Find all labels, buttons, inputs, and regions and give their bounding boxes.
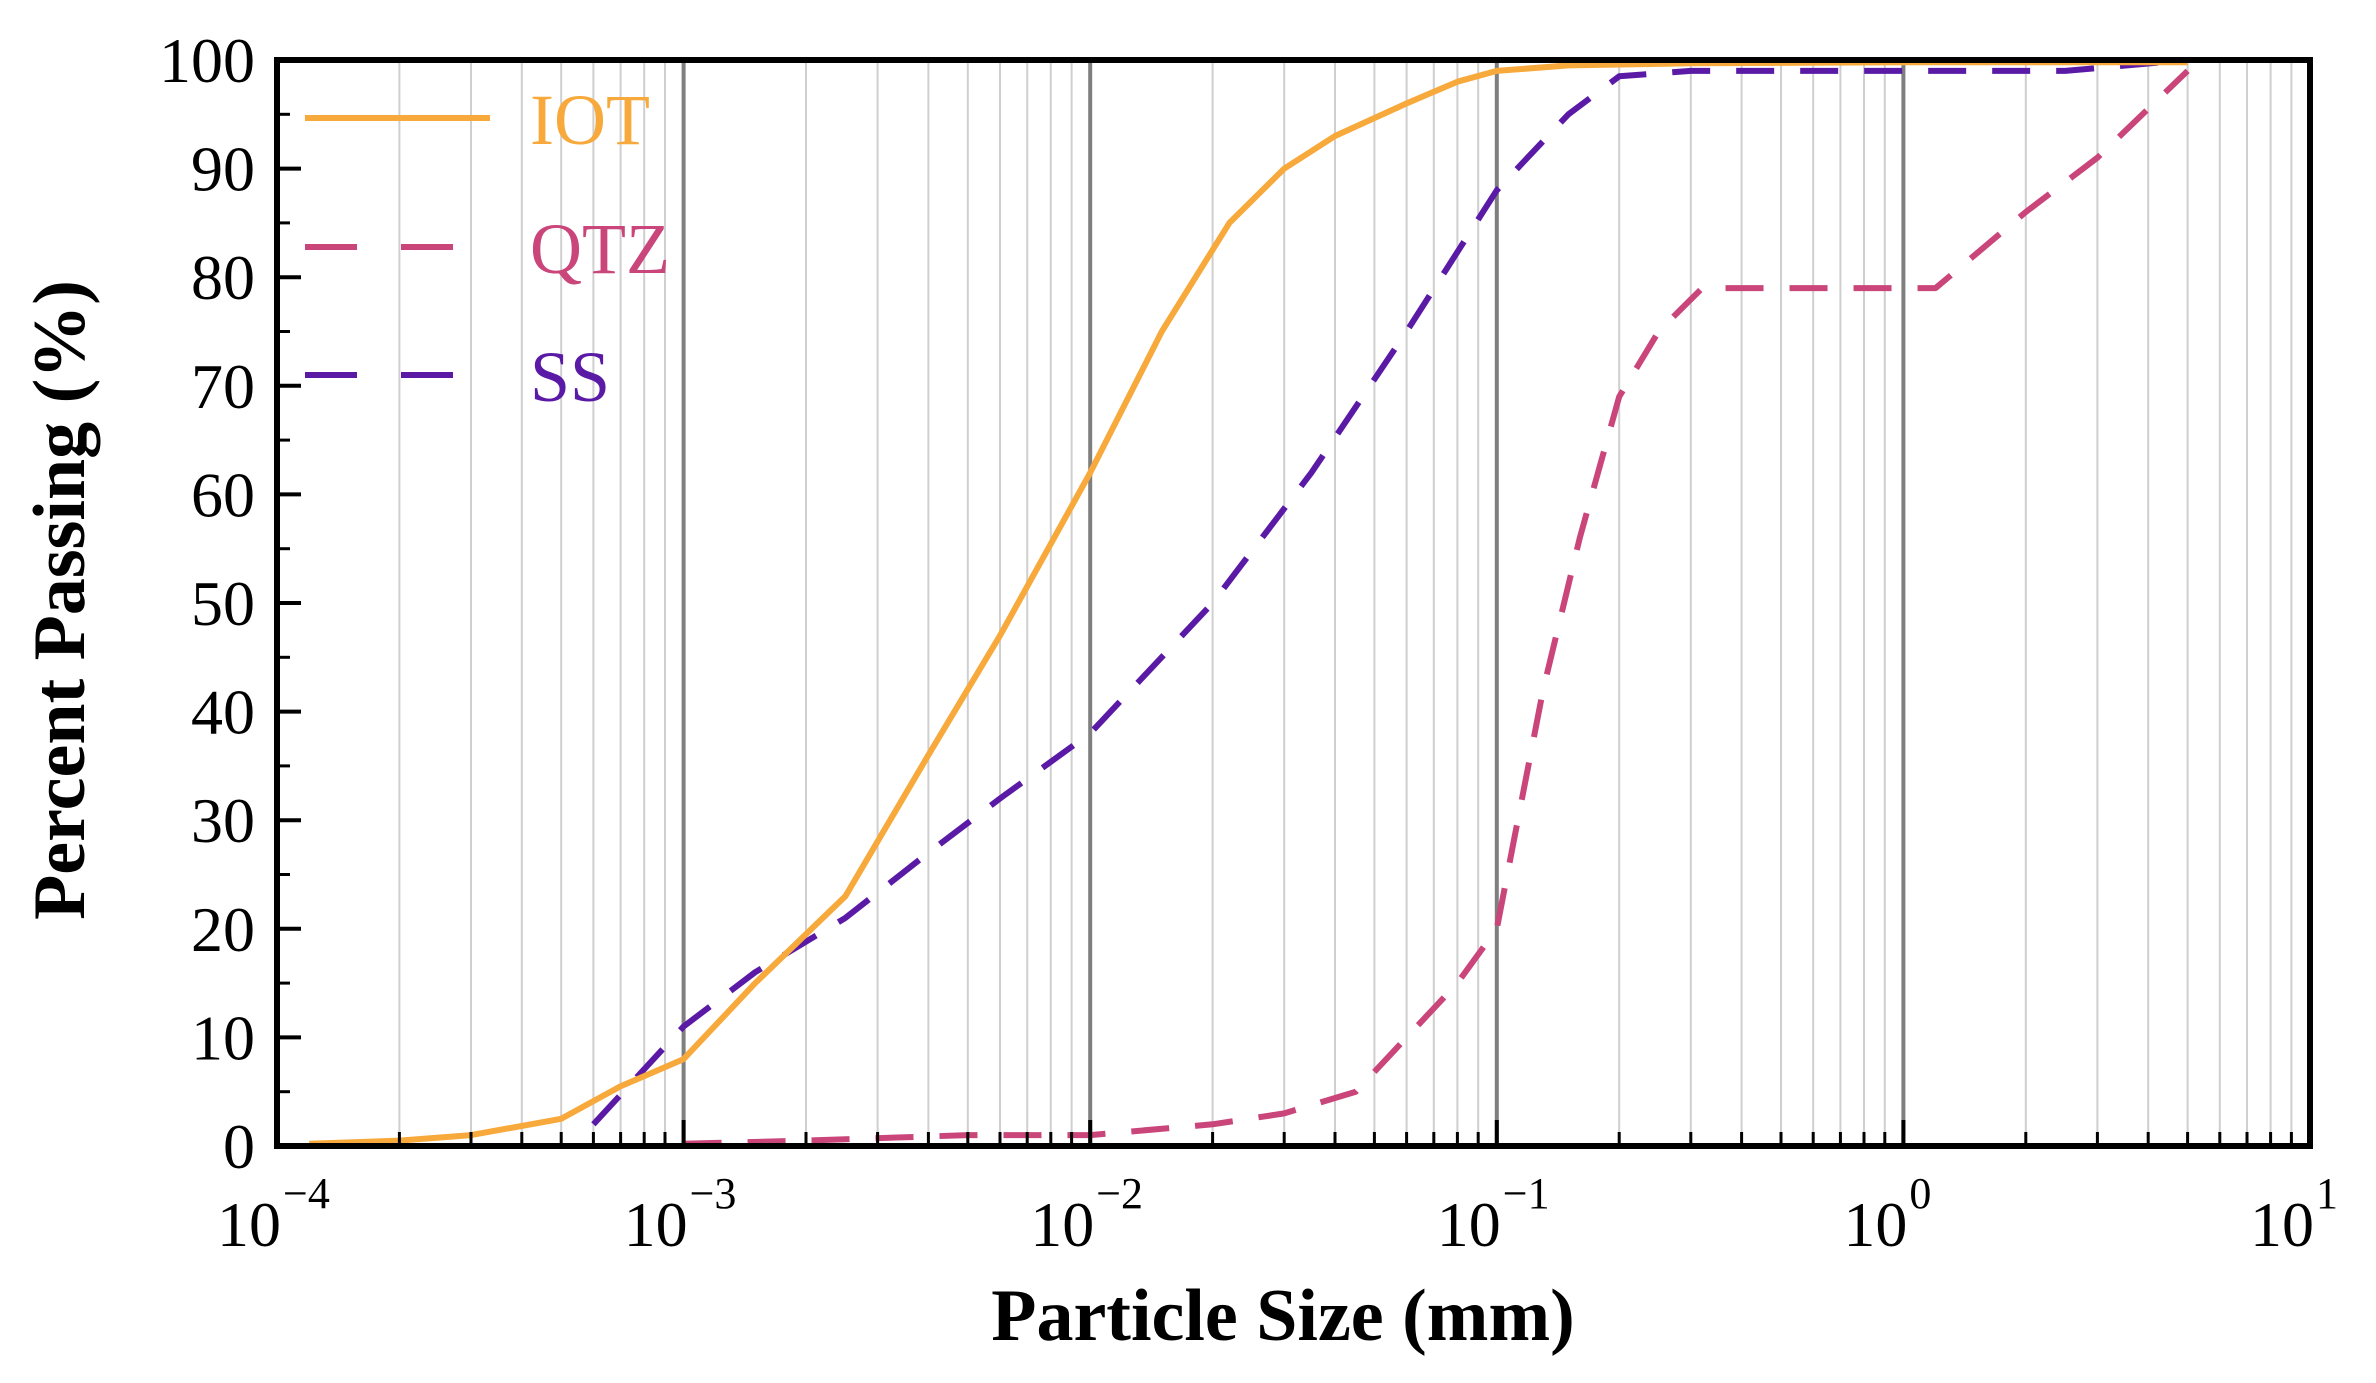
x-tick-label: 10 0 [1843,1169,1931,1260]
legend-label-ss: SS [530,337,610,417]
y-tick-label: 90 [191,134,255,205]
series-layer [309,57,2190,1147]
series-line-ss [591,57,2188,1127]
x-tick-base: 10 [1843,1189,1907,1260]
x-tick-base: 10 [2250,1189,2314,1260]
x-tick-base: 10 [1030,1189,1094,1260]
legend: IOT QTZ SS [305,80,670,417]
series-line-iot [309,59,2188,1147]
y-tick-label: 60 [191,459,255,530]
x-axis-label: Particle Size (mm) [991,1275,1574,1357]
x-tick-label: 10 −2 [1030,1169,1143,1260]
x-tick-label: 10 −4 [217,1169,330,1260]
x-tick-exponent: −3 [690,1169,737,1218]
x-tick-label: 10 1 [2250,1169,2338,1260]
major-gridlines [681,60,1906,1146]
y-tick-label: 40 [191,677,255,748]
tick-marks [275,58,2312,1148]
minor-gridlines [398,60,2293,1146]
y-tick-label: 10 [191,1002,255,1073]
y-tick-label: 0 [223,1111,255,1182]
y-tick-label: 80 [191,242,255,313]
x-tick-base: 10 [1437,1189,1501,1260]
x-tick-exponent: −1 [1503,1169,1550,1218]
x-tick-base: 10 [217,1189,281,1260]
x-tick-exponent: −2 [1096,1169,1143,1218]
legend-label-qtz: QTZ [530,209,670,289]
y-tick-label: 50 [191,568,255,639]
y-tick-label: 30 [191,785,255,856]
y-tick-labels: 0 10 20 30 40 50 60 70 80 90 100 [159,25,255,1182]
x-tick-exponent: 1 [2316,1169,2338,1218]
x-tick-exponent: 0 [1909,1169,1931,1218]
x-tick-label: 10 −3 [624,1169,737,1260]
y-tick-label: 70 [191,351,255,422]
y-axis-label: Percent Passing (%) [19,280,101,920]
x-tick-base: 10 [624,1189,688,1260]
series-line-qtz [683,68,2190,1147]
x-tick-labels: 10 −4 10 −3 10 −2 10 −1 10 0 10 1 [217,1169,2338,1260]
y-tick-label: 20 [191,894,255,965]
legend-label-iot: IOT [530,80,650,160]
y-tick-label: 100 [159,25,255,96]
x-tick-label: 10 −1 [1437,1169,1550,1260]
x-tick-exponent: −4 [283,1169,330,1218]
